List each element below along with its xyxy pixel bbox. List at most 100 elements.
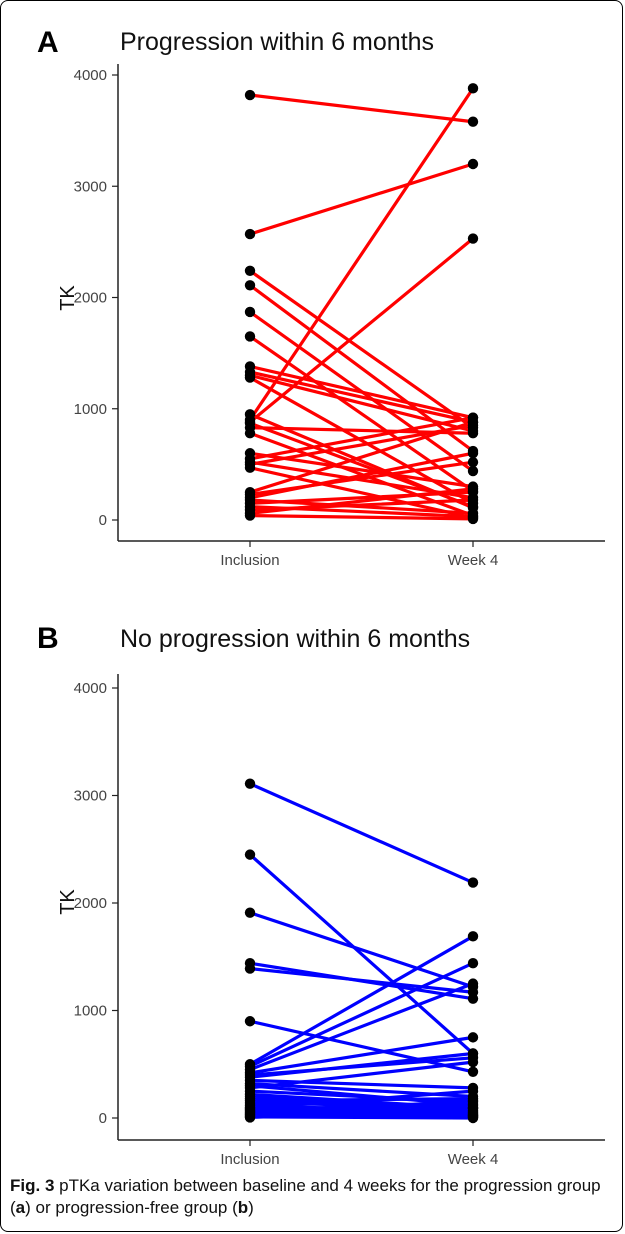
point-week4-b-15 <box>467 1056 479 1068</box>
series-line-a-23 <box>248 451 475 500</box>
y-axis-label-a: TK <box>57 285 79 311</box>
series-line-b-4 <box>248 966 475 994</box>
point-week4-b-6 <box>467 931 479 942</box>
point-week4-b-0 <box>467 877 479 888</box>
y-tick-label-b: 4000 <box>74 680 107 697</box>
series-line-a-6 <box>248 364 475 420</box>
series-line-b-21 <box>248 1101 475 1109</box>
series-line-b-9 <box>248 1035 475 1075</box>
series-line-b-11 <box>248 1051 475 1079</box>
series-line-a-17 <box>248 416 475 461</box>
series-line-b-33 <box>248 1106 475 1120</box>
point-inclusion-a-4 <box>244 306 256 318</box>
point-inclusion-b-5 <box>244 1016 256 1027</box>
point-week4-b-32 <box>467 1112 479 1124</box>
point-week4-b-11 <box>467 1048 479 1059</box>
series-line-a-7 <box>248 370 475 424</box>
caption-text-1: pTKa variation between baseline and 4 we… <box>10 1176 601 1217</box>
series-line-a-2 <box>248 269 475 430</box>
y-axis-label-b: TK <box>57 889 79 915</box>
point-inclusion-a-2 <box>244 265 256 276</box>
figure-caption: Fig. 3 pTKa variation between baseline a… <box>10 1175 610 1219</box>
series-line-a-12 <box>248 236 475 424</box>
point-week4-b-9 <box>467 1032 479 1043</box>
point-week4-b-33 <box>467 1103 479 1114</box>
point-inclusion-a-0 <box>244 89 256 101</box>
series-line-b-6 <box>248 934 475 1066</box>
point-inclusion-b-2 <box>244 907 256 918</box>
series-line-b-15 <box>248 1060 475 1090</box>
point-week4-a-22 <box>467 456 479 468</box>
point-week4-b-8 <box>467 978 479 989</box>
panel-letter-b: B <box>37 622 59 655</box>
point-inclusion-a-15 <box>244 428 256 439</box>
point-week4-a-0 <box>467 116 479 127</box>
y-tick-label-b: 2000 <box>74 895 107 912</box>
y-tick-label-a: 3000 <box>74 178 107 195</box>
point-week4-a-29 <box>467 513 479 525</box>
panel-letter-a: A <box>37 26 59 59</box>
series-line-b-29 <box>248 1099 475 1116</box>
point-inclusion-a-29 <box>244 510 256 521</box>
caption-letter-a: a <box>15 1198 26 1217</box>
y-tick-label-a: 1000 <box>74 401 107 418</box>
point-week4-a-23 <box>467 448 479 459</box>
series-line-a-1 <box>248 162 475 236</box>
x-tick-label-b: Week 4 <box>448 1151 499 1168</box>
series-line-a-28 <box>248 487 475 515</box>
x-tick-label-a: Week 4 <box>448 552 499 569</box>
x-tick-label-a: Inclusion <box>220 552 279 569</box>
y-tick-label-b: 0 <box>99 1110 107 1127</box>
point-week4-a-11 <box>467 83 479 94</box>
point-week4-a-4 <box>467 465 479 477</box>
point-inclusion-b-33 <box>244 1112 256 1123</box>
series-line-b-24 <box>248 1089 475 1110</box>
series-line-a-29 <box>248 513 475 521</box>
caption-text-3: ) <box>248 1198 254 1217</box>
point-week4-a-1 <box>467 158 479 170</box>
y-tick-label-b: 3000 <box>74 788 107 805</box>
point-week4-b-29 <box>467 1095 479 1107</box>
caption-fig-label: Fig. 3 <box>10 1176 55 1195</box>
point-inclusion-a-9 <box>244 372 256 383</box>
point-week4-b-4 <box>467 987 479 998</box>
chart-title-a: Progression within 6 months <box>120 28 434 56</box>
point-inclusion-a-1 <box>244 228 256 240</box>
series-line-b-0 <box>248 782 475 885</box>
point-week4-a-21 <box>467 416 479 428</box>
series-line-a-0 <box>248 93 475 124</box>
point-week4-a-12 <box>467 233 479 244</box>
series-line-a-8 <box>248 373 475 433</box>
series-line-b-5 <box>248 1019 475 1074</box>
point-week4-a-27 <box>467 494 479 506</box>
caption-letter-b: b <box>237 1198 249 1217</box>
series-line-b-1 <box>248 853 475 1056</box>
series-line-a-11 <box>248 86 475 422</box>
y-tick-label-a: 2000 <box>74 290 107 307</box>
point-inclusion-b-1 <box>244 849 256 860</box>
point-week4-b-7 <box>467 958 479 969</box>
point-inclusion-a-20 <box>244 462 256 473</box>
point-week4-b-24 <box>467 1085 479 1097</box>
y-tick-label-a: 4000 <box>74 67 107 84</box>
series-line-b-12 <box>248 1078 475 1090</box>
point-inclusion-b-0 <box>244 778 256 789</box>
series-line-b-7 <box>248 961 475 1069</box>
x-tick-label-b: Inclusion <box>220 1151 279 1168</box>
point-week4-b-5 <box>467 1066 479 1077</box>
series-line-a-20 <box>248 466 475 520</box>
point-week4-a-28 <box>467 483 479 495</box>
y-tick-label-a: 0 <box>99 512 107 529</box>
point-inclusion-a-5 <box>244 331 256 342</box>
caption-text-2: ) or progression-free group ( <box>25 1198 238 1217</box>
chart-title-b: No progression within 6 months <box>120 625 470 653</box>
series-line-b-2 <box>248 911 475 989</box>
point-inclusion-a-3 <box>244 280 256 291</box>
series-line-a-21 <box>248 420 475 494</box>
point-inclusion-b-4 <box>244 963 256 974</box>
series-line-a-19 <box>248 423 475 466</box>
y-tick-label-b: 1000 <box>74 1003 107 1020</box>
panel-a: A Progression within 6 months TK 0 1000 20… <box>37 26 605 569</box>
